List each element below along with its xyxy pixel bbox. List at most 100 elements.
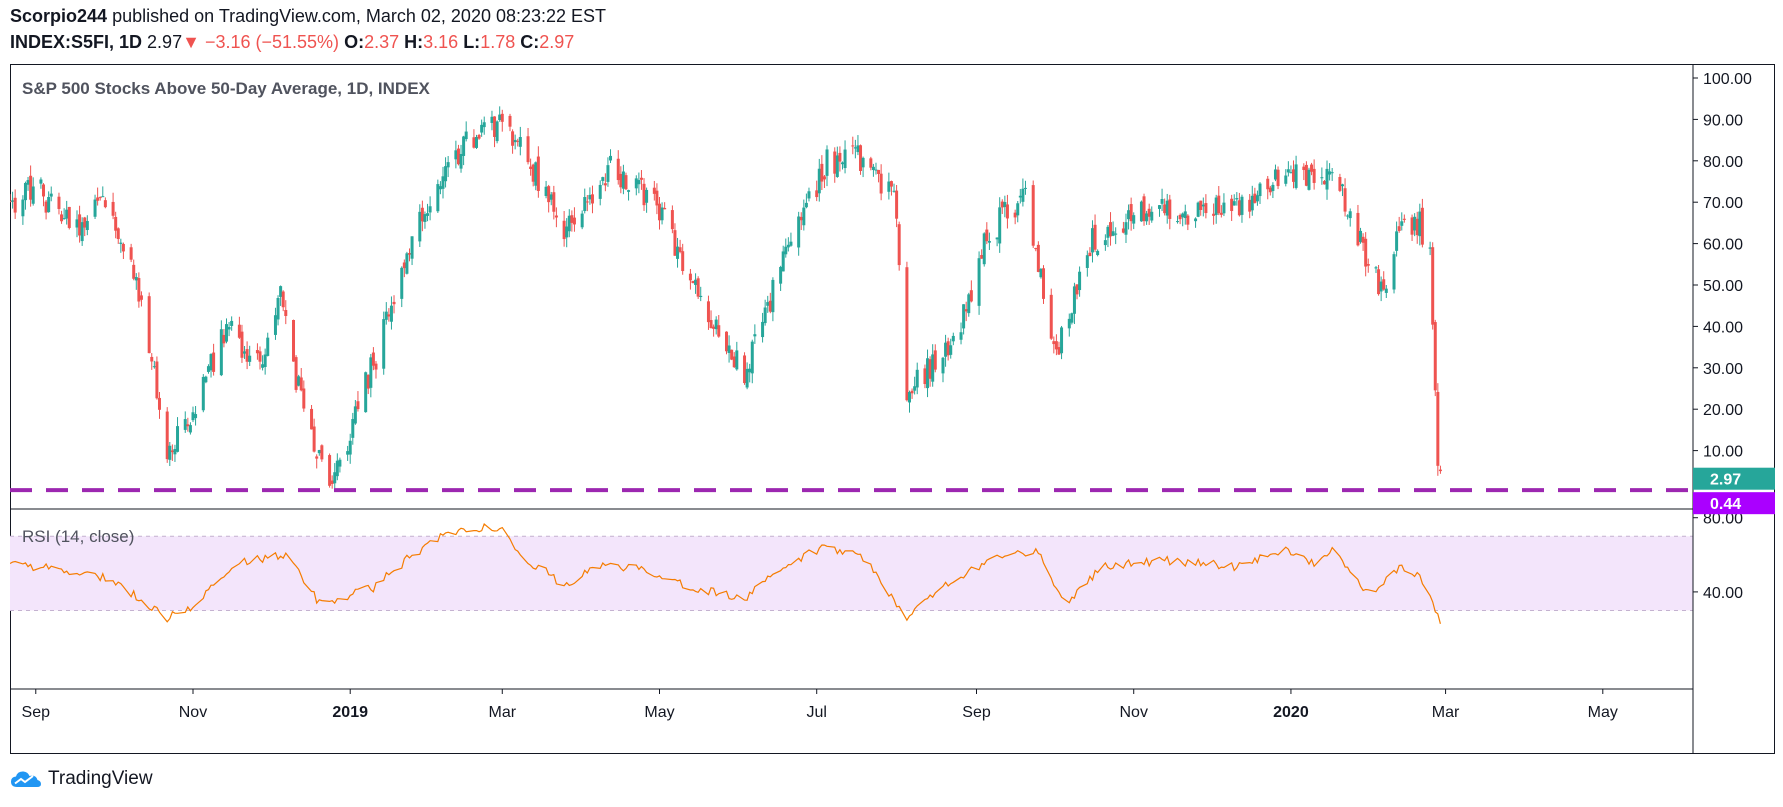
candle-body: [534, 162, 538, 186]
close-label: C:: [520, 32, 540, 52]
candle-body: [459, 154, 463, 169]
rsi-band: [10, 536, 1693, 611]
candle-body: [1176, 221, 1180, 223]
candle-body: [1397, 226, 1401, 231]
candle-body: [985, 229, 989, 242]
candle-body: [804, 202, 808, 208]
candle-body: [1248, 199, 1252, 212]
candle-body: [820, 163, 824, 182]
candle-body: [85, 221, 89, 231]
candle-body: [405, 253, 409, 274]
candle-series: [10, 106, 1442, 489]
candle-body: [129, 247, 133, 260]
candle-body: [346, 451, 350, 455]
candle-body: [642, 183, 646, 206]
candle-body: [255, 350, 259, 354]
price-tick-label: 20.00: [1703, 402, 1743, 419]
candle-body: [1139, 201, 1143, 222]
candle-body: [230, 320, 234, 326]
low-value: 1.78: [480, 32, 516, 52]
candle-body: [410, 236, 414, 259]
candle-body: [42, 184, 46, 197]
candle-body: [480, 124, 484, 133]
author-name[interactable]: Scorpio244: [10, 6, 108, 26]
candle-body: [1114, 233, 1118, 235]
candle-body: [511, 131, 515, 146]
candle-body: [977, 258, 981, 306]
candle-body: [482, 122, 486, 128]
candle-body: [243, 351, 247, 354]
candle-body: [1142, 196, 1146, 222]
ohlc-legend: INDEX:S5FI, 1D 2.97▼ −3.16 (−51.55%) O:2…: [10, 32, 574, 53]
rsi-line: [10, 522, 1441, 624]
candle-body: [1359, 230, 1363, 242]
candle-body: [1304, 164, 1308, 186]
candle-body: [152, 366, 156, 368]
candle-body: [529, 166, 533, 169]
candle-body: [261, 364, 265, 368]
candle-body: [222, 334, 226, 344]
candle-body: [727, 345, 731, 353]
candle-body: [565, 226, 569, 238]
candle-body: [201, 376, 205, 411]
candle-body: [678, 247, 682, 252]
candle-body: [374, 363, 378, 370]
candle-body: [477, 134, 481, 139]
candle-body: [93, 199, 97, 217]
candle-body: [572, 217, 576, 225]
candle-body: [1237, 200, 1241, 216]
candle-body: [1072, 286, 1076, 314]
candle-body: [544, 186, 548, 196]
candle-body: [338, 459, 342, 467]
candle-body: [706, 301, 710, 323]
price-tick-label: 70.00: [1703, 195, 1743, 212]
candle-body: [1382, 279, 1386, 290]
candle-body: [1302, 166, 1306, 171]
candle-body: [768, 300, 772, 312]
candle-body: [1413, 216, 1417, 231]
candle-body: [134, 277, 138, 281]
candle-body: [116, 228, 120, 240]
candle-body: [1036, 244, 1040, 272]
candle-body: [833, 151, 837, 174]
candle-body: [761, 321, 765, 338]
chart-container[interactable]: S&P 500 Stocks Above 50-Day Average, 1D,…: [10, 64, 1775, 754]
candle-body: [709, 320, 713, 329]
candle-body: [763, 307, 767, 324]
price-tick-label: 100.00: [1703, 71, 1752, 88]
candle-body: [536, 156, 540, 191]
candle-body: [194, 414, 198, 419]
candle-body: [1348, 211, 1352, 219]
tradingview-brand[interactable]: TradingView: [10, 768, 153, 790]
candle-body: [297, 376, 301, 386]
candle-body: [817, 168, 821, 194]
time-tick-label: Mar: [488, 704, 516, 721]
candle-body: [1168, 199, 1172, 219]
candle-body: [472, 137, 476, 148]
candle-body: [240, 331, 244, 358]
candle-body: [1049, 294, 1053, 339]
level-tag-text: 0.44: [1710, 496, 1741, 513]
price-axis: 100.00 90.00 80.00 70.00 60.00 50.00 40.00 30.0…: [1693, 71, 1752, 461]
change-value: −3.16 (−51.55%): [204, 32, 340, 52]
candle-body: [838, 152, 842, 162]
candle-body: [351, 419, 355, 438]
candle-body: [21, 199, 25, 217]
candle-body: [964, 309, 968, 312]
candle-body: [1217, 195, 1221, 214]
candle-body: [1067, 318, 1071, 329]
candle-body: [933, 350, 937, 370]
candle-body: [1253, 193, 1257, 203]
candle-body: [616, 158, 620, 181]
candle-body: [132, 264, 136, 279]
price-tick-label: 10.00: [1703, 444, 1743, 461]
candle-body: [513, 139, 517, 143]
candle-body: [446, 162, 450, 168]
candle-body: [170, 450, 174, 453]
candle-body: [245, 349, 249, 362]
candle-body: [423, 214, 427, 222]
candle-body: [315, 456, 319, 459]
candle-body: [959, 332, 963, 340]
candle-body: [730, 349, 734, 360]
candle-body: [663, 207, 667, 210]
